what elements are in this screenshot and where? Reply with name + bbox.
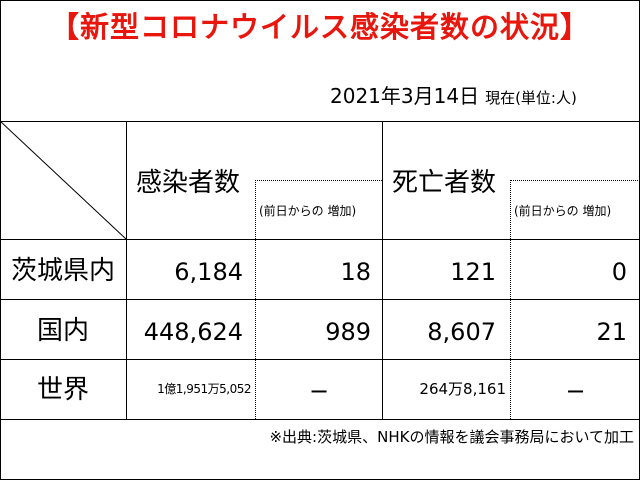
japan-deaths-change: 21 [596, 318, 627, 346]
row-label-ibaraki: 茨城県内 [10, 256, 115, 286]
row-label-japan: 国内 [36, 316, 89, 346]
header-infected-change: (前日からの 増加) [259, 204, 357, 218]
japan-infected: 448,624 [143, 318, 243, 346]
japan-infected-change: 989 [325, 318, 371, 346]
row-label-world: 世界 [36, 375, 89, 405]
date-text: 2021年3月14日 [330, 84, 480, 108]
header-deaths: 死亡者数 [392, 168, 497, 198]
date-unit-note: 現在(単位:人) [485, 89, 577, 107]
corner-diagonal [0, 121, 127, 240]
japan-deaths: 8,607 [427, 318, 496, 346]
as-of-date: 2021年3月14日 現在(単位:人) [330, 80, 577, 109]
ibaraki-deaths-change: 0 [611, 258, 627, 286]
header-infected: 感染者数 [136, 168, 241, 198]
page-title: 【新型コロナウイルス感染者数の状況】 [49, 10, 590, 44]
ibaraki-deaths: 121 [450, 258, 496, 286]
source-note: ※出典:茨城県、NHKの情報を議会事務局において加工 [269, 428, 634, 446]
world-deaths-change: − [565, 377, 586, 405]
world-deaths: 264万8,161 [419, 380, 506, 398]
ibaraki-infected-change: 18 [340, 258, 371, 286]
world-infected: 1億1,951万5,052 [157, 382, 251, 396]
header-deaths-change: (前日からの 増加) [514, 204, 612, 218]
ibaraki-infected: 6,184 [174, 258, 243, 286]
world-infected-change: − [308, 377, 330, 405]
